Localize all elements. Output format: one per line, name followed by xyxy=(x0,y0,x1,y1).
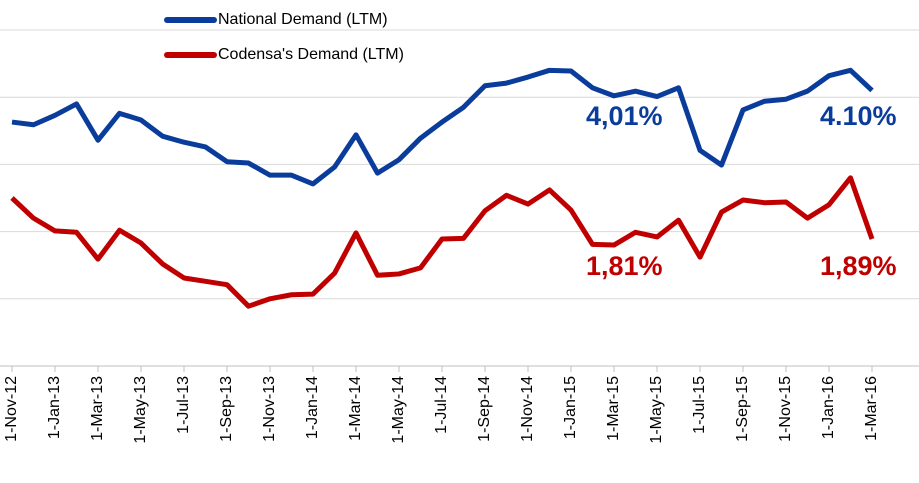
legend-label: Codensa's Demand (LTM) xyxy=(218,46,404,63)
annotation: 1,89% xyxy=(820,251,897,281)
x-tick-label: 1-Mar-14 xyxy=(347,376,364,441)
x-tick-label: 1-Sep-15 xyxy=(734,376,751,442)
x-tick-label: 1-Mar-16 xyxy=(863,376,880,441)
x-tick-label: 1-Sep-13 xyxy=(218,376,235,442)
x-tick-label: 1-Jan-14 xyxy=(304,376,321,439)
x-tick-label: 1-Mar-13 xyxy=(89,376,106,441)
x-tick-label: 1-May-14 xyxy=(390,376,407,444)
annotation: 1,81% xyxy=(586,251,663,281)
x-tick-label: 1-Jul-15 xyxy=(691,376,708,434)
data-line xyxy=(11,67,874,187)
x-tick-label: 1-May-15 xyxy=(648,376,665,444)
x-tick-label: 1-Jul-13 xyxy=(175,376,192,434)
x-tick-label: 1-Jul-14 xyxy=(433,376,450,434)
legend-label: National Demand (LTM) xyxy=(218,11,388,28)
x-tick-label: 1-Nov-15 xyxy=(777,376,794,442)
x-tick-label: 1-Jan-13 xyxy=(46,376,63,439)
annotation: 4,01% xyxy=(586,101,663,131)
x-tick-label: 1-May-13 xyxy=(132,376,149,444)
x-tick-label: 1-Nov-13 xyxy=(261,376,278,442)
x-tick-label: 1-Jan-15 xyxy=(562,376,579,439)
x-tick-label: 1-Nov-12 xyxy=(3,376,20,442)
x-tick-label: 1-Nov-14 xyxy=(519,376,536,442)
x-tick-label: 1-Sep-14 xyxy=(476,376,493,442)
annotation: 4.10% xyxy=(820,101,897,131)
x-tick-label: 1-Mar-15 xyxy=(605,376,622,441)
x-tick-label: 1-Jan-16 xyxy=(820,376,837,439)
data-line xyxy=(10,175,875,309)
